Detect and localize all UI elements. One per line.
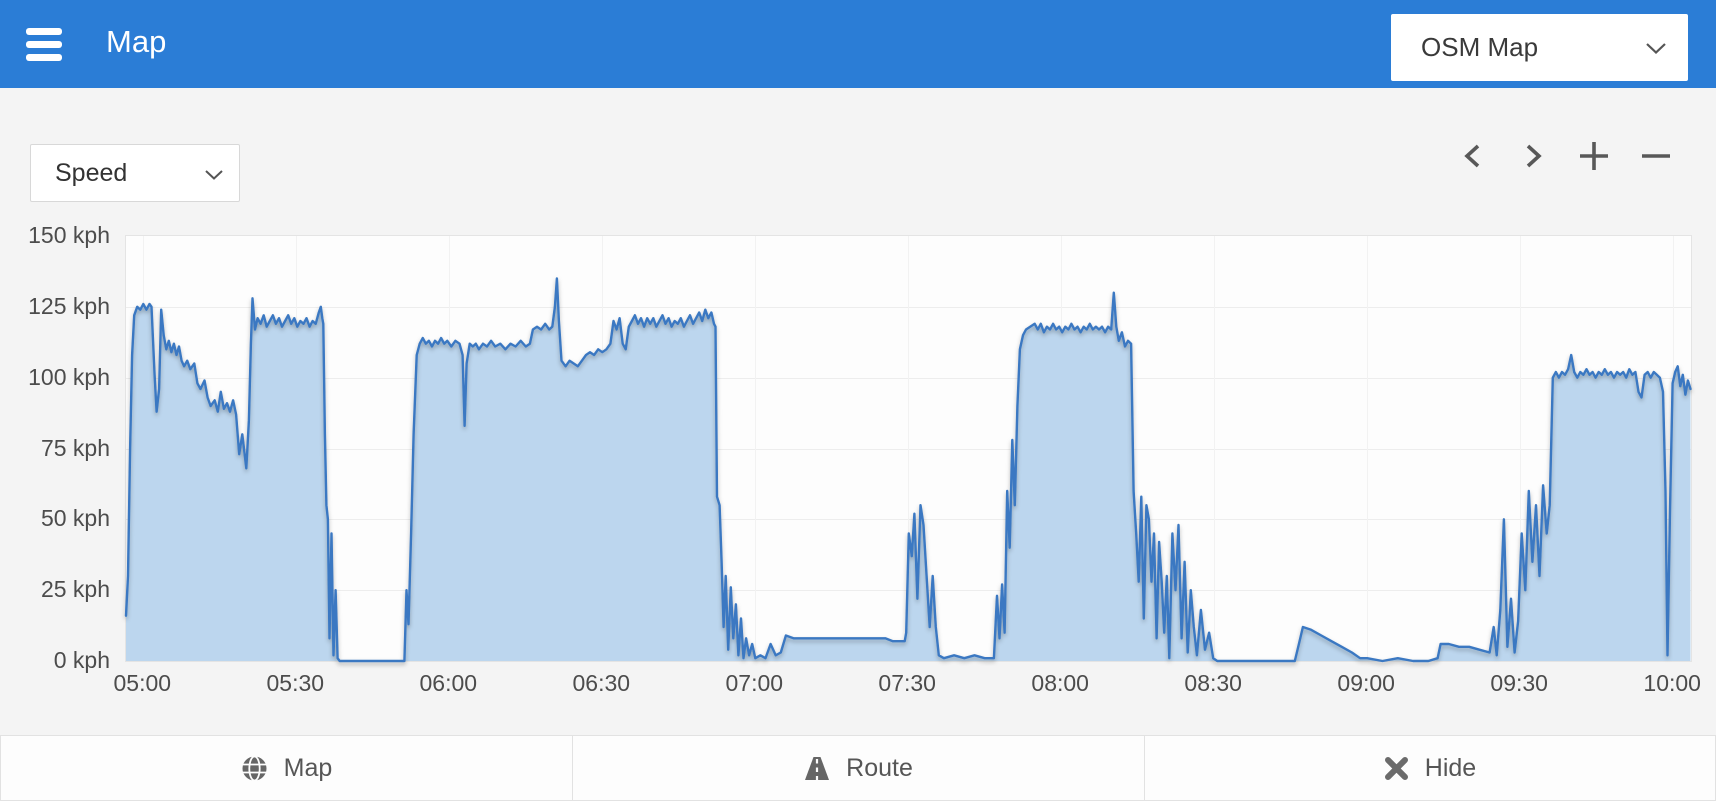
speed-line	[124, 277, 1692, 663]
chevron-down-icon	[205, 170, 223, 180]
y-tick-label: 0 kph	[53, 647, 110, 673]
v-gridline	[908, 236, 910, 661]
zoom-in-button[interactable]	[1574, 136, 1614, 176]
chart-controls	[1454, 136, 1676, 176]
route-button-label: Route	[846, 753, 913, 782]
x-tick-label: 08:30	[1184, 670, 1242, 696]
map-type-select[interactable]: OSM Map	[1391, 14, 1688, 81]
pan-left-icon	[1464, 144, 1480, 168]
map-button-label: Map	[283, 753, 333, 782]
x-tick-label: 08:00	[1031, 670, 1089, 696]
area-fill	[126, 278, 1691, 661]
x-tick-label: 06:00	[419, 670, 478, 696]
y-tick-label: 100 kph	[28, 363, 110, 390]
x-tick-label: 09:00	[1337, 670, 1395, 696]
v-gridline	[1367, 236, 1369, 661]
app-header: Map OSM Map	[0, 0, 1716, 88]
x-tick-label: 07:00	[725, 670, 784, 696]
zoom-out-button[interactable]	[1636, 136, 1676, 176]
v-gridline	[1520, 236, 1522, 661]
x-tick-label: 06:30	[572, 670, 631, 696]
menu-button[interactable]	[26, 28, 62, 61]
v-gridline	[755, 236, 757, 661]
road-icon	[804, 755, 830, 782]
y-tick-label: 75 kph	[40, 434, 110, 461]
x-tick-label: 10:00	[1643, 670, 1701, 696]
hide-button-label: Hide	[1424, 753, 1477, 782]
bottom-toolbar: Map Route Hide	[0, 735, 1716, 801]
metric-value: Speed	[55, 158, 128, 187]
y-tick-label: 150 kph	[28, 222, 110, 248]
hamburger-icon	[26, 28, 62, 35]
zoom-in-icon	[1580, 142, 1608, 170]
y-tick-label: 50 kph	[40, 505, 110, 532]
speed-chart[interactable]	[124, 235, 1692, 663]
pan-right-button[interactable]	[1514, 136, 1552, 176]
route-button[interactable]: Route	[572, 735, 1144, 801]
map-button[interactable]: Map	[0, 735, 572, 801]
x-tick-label: 05:30	[266, 670, 325, 696]
chevron-down-icon	[1646, 43, 1666, 54]
x-tick-label: 07:30	[878, 670, 936, 696]
x-tick-label: 05:00	[113, 670, 172, 696]
pan-left-button[interactable]	[1454, 136, 1492, 176]
close-icon	[1384, 756, 1409, 781]
globe-icon	[241, 755, 268, 782]
map-type-value: OSM Map	[1421, 32, 1539, 62]
page-title: Map	[106, 24, 167, 59]
metric-select[interactable]: Speed	[30, 144, 240, 202]
pan-right-icon	[1526, 144, 1542, 168]
y-tick-label: 125 kph	[28, 292, 110, 319]
speed-area-series	[124, 277, 1692, 663]
v-gridline	[1214, 236, 1216, 661]
zoom-out-icon	[1642, 154, 1670, 158]
hide-button[interactable]: Hide	[1144, 735, 1716, 801]
x-tick-label: 09:30	[1490, 670, 1548, 696]
y-tick-label: 25 kph	[40, 576, 110, 603]
